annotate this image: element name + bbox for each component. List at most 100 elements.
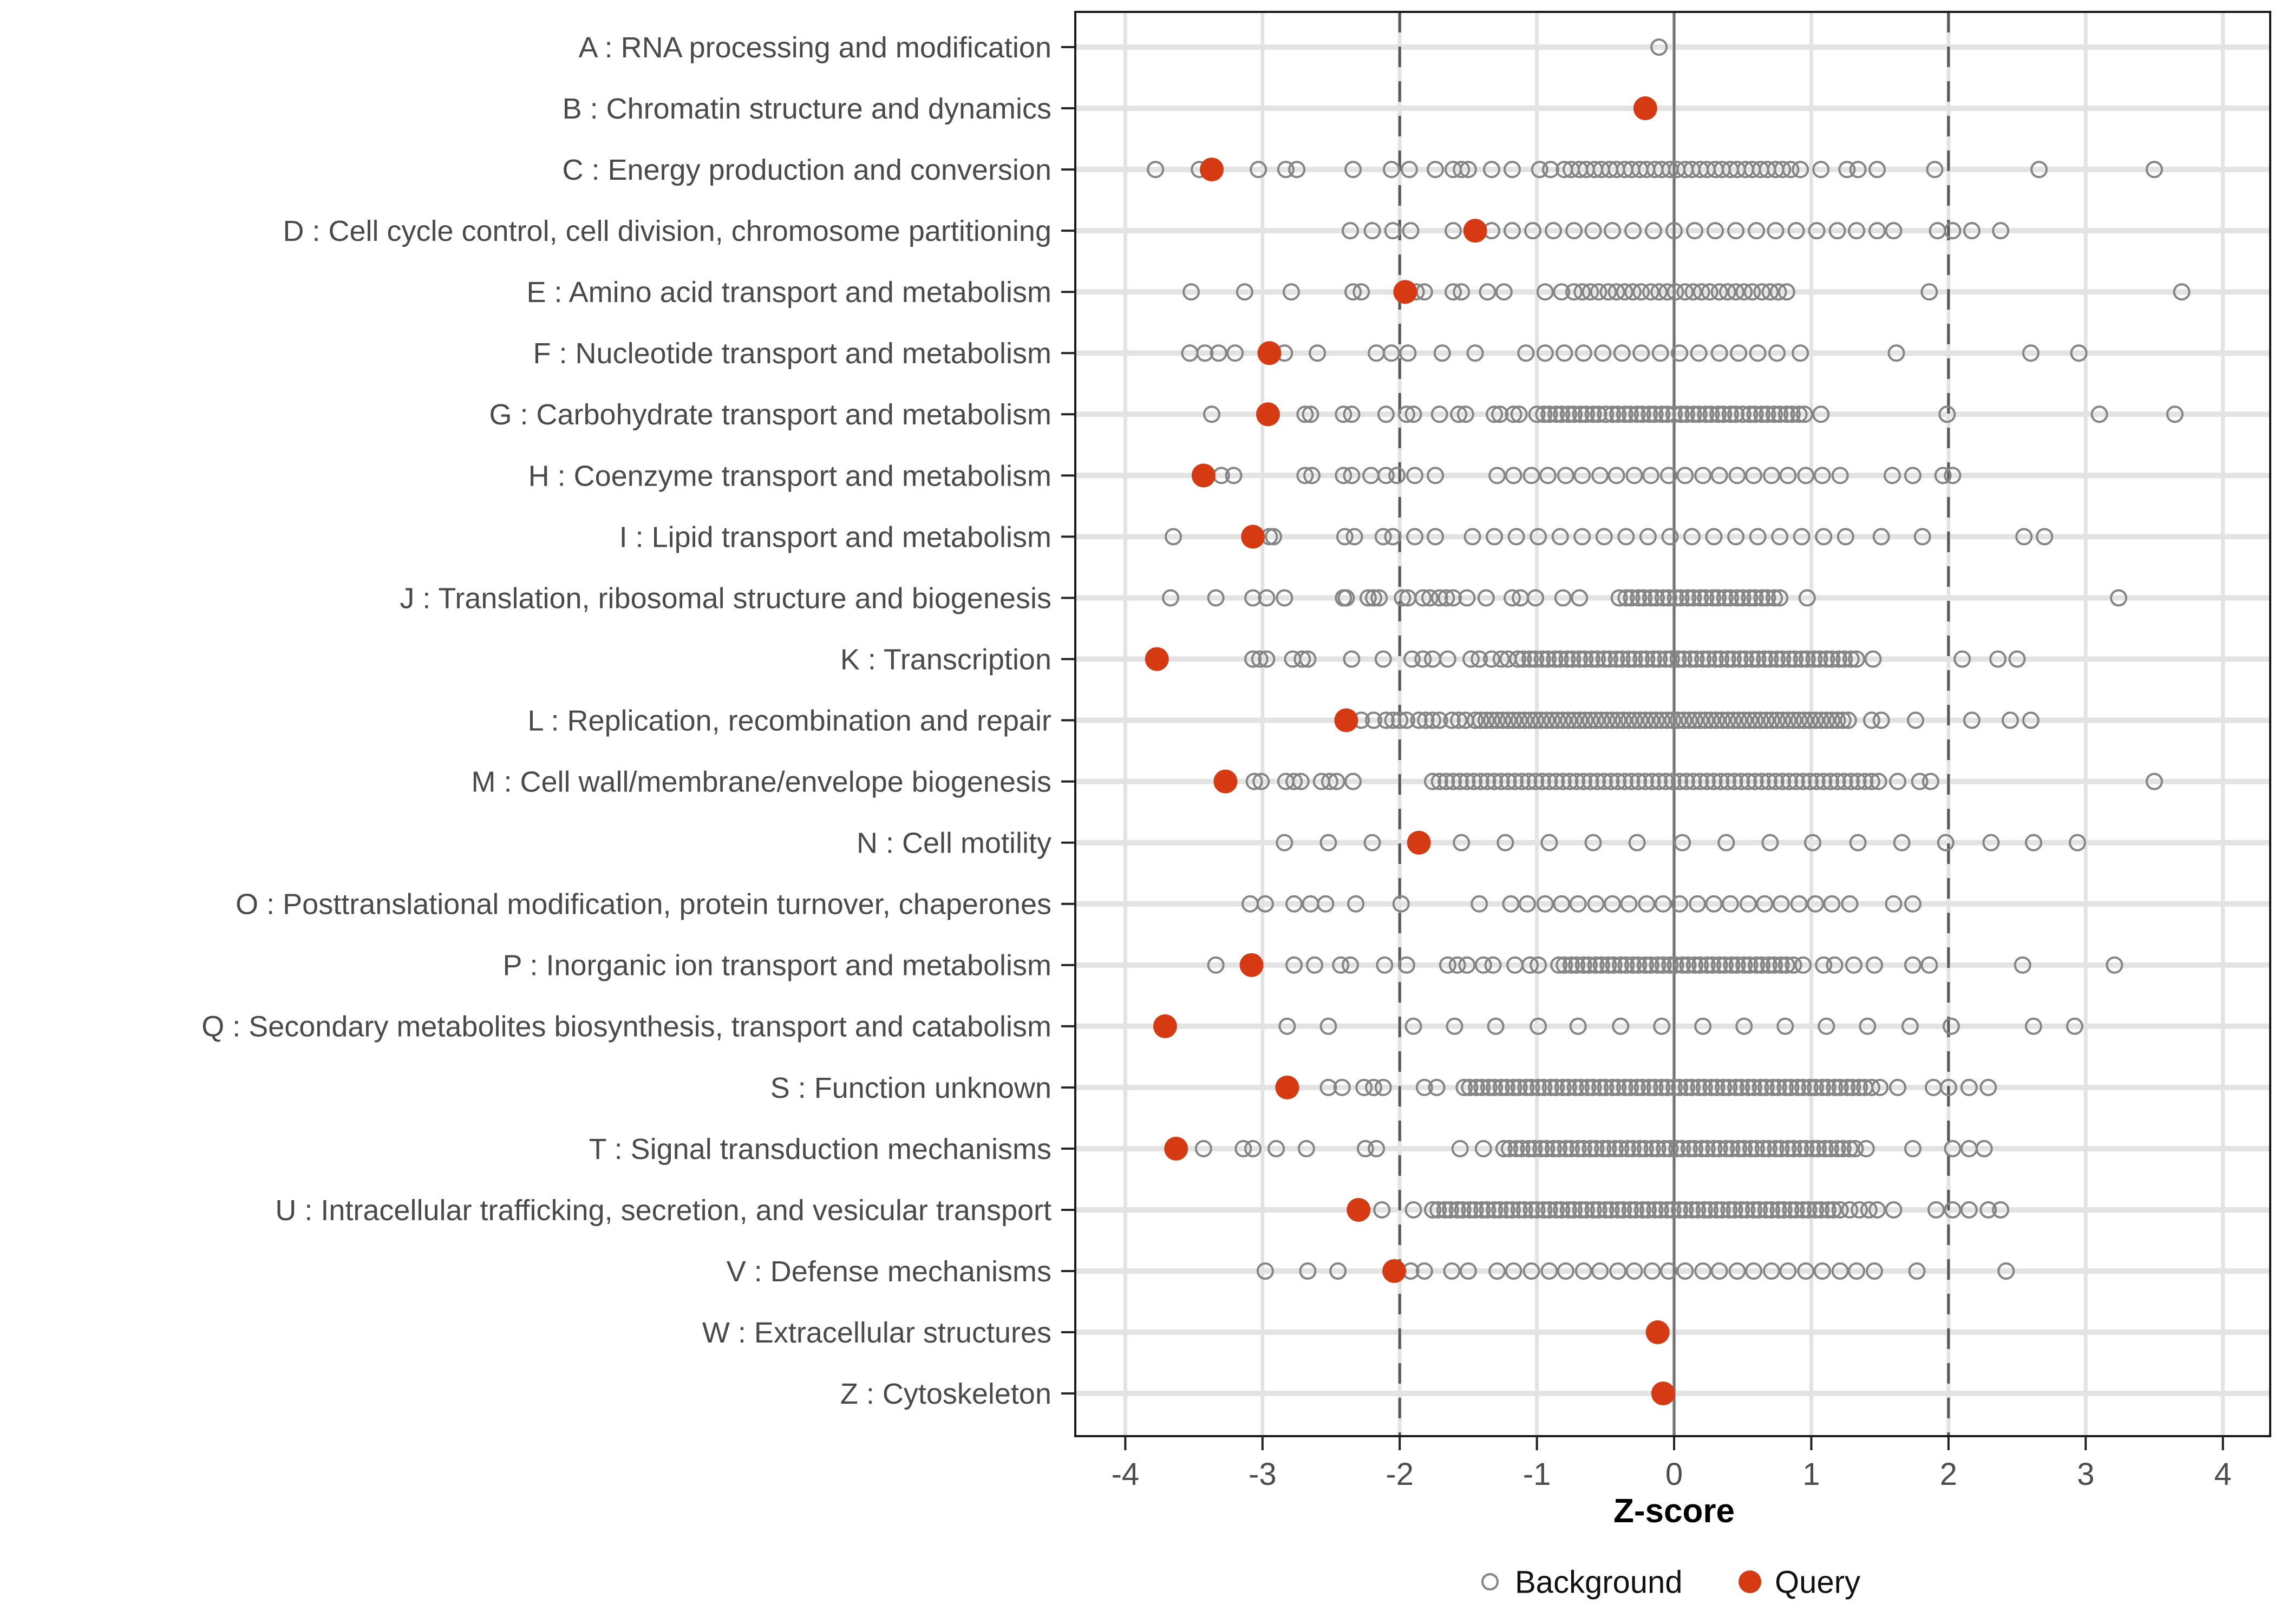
background-point (1608, 650, 1625, 668)
background-point (1587, 956, 1605, 974)
background-point (1885, 1201, 1903, 1219)
background-point (1746, 772, 1764, 790)
background-point (1450, 711, 1468, 729)
background-point (1251, 650, 1269, 668)
background-point (1492, 1078, 1510, 1096)
background-point (1553, 895, 1571, 913)
background-point (2110, 589, 2128, 607)
background-point (1505, 1078, 1522, 1096)
background-point (1566, 1078, 1584, 1096)
background-point (1650, 38, 1668, 56)
background-point (1462, 650, 1480, 668)
background-point (1727, 283, 1745, 301)
background-point (1303, 467, 1321, 484)
background-point (1624, 956, 1642, 974)
background-point (1256, 1262, 1274, 1280)
background-point (1292, 772, 1310, 790)
background-point (1642, 283, 1659, 301)
background-point (1486, 528, 1504, 546)
background-point (1461, 1078, 1479, 1096)
background-point (1779, 467, 1797, 484)
background-point (1207, 589, 1225, 607)
background-point (1617, 956, 1635, 974)
category-label: E : Amino acid transport and metabolism (527, 276, 1051, 309)
background-point (1598, 711, 1616, 729)
background-point (1347, 895, 1365, 913)
background-point (1753, 283, 1771, 301)
background-point (1574, 956, 1592, 974)
background-point (1510, 405, 1528, 423)
background-point (1671, 344, 1689, 362)
background-point (1590, 283, 1608, 301)
background-point (1944, 222, 1962, 240)
background-point (1606, 1140, 1624, 1157)
background-point (1703, 589, 1721, 607)
background-point (1388, 467, 1406, 484)
background-point (1603, 711, 1621, 729)
background-point (1826, 956, 1844, 974)
query-point (1213, 769, 1238, 794)
background-point (2024, 1017, 2042, 1035)
background-point (1658, 1201, 1676, 1219)
background-point (1559, 711, 1577, 729)
background-point (2001, 711, 2019, 729)
background-point (1631, 711, 1649, 729)
background-point (1761, 283, 1779, 301)
background-point (1975, 1140, 1993, 1157)
background-point (1771, 528, 1789, 546)
background-point (1870, 772, 1887, 790)
background-point (1621, 1078, 1639, 1096)
background-point (1920, 956, 1938, 974)
background-point (1548, 711, 1566, 729)
background-point (1797, 467, 1815, 484)
background-point (1684, 405, 1702, 423)
background-point (1368, 1140, 1386, 1157)
category-label: M : Cell wall/membrane/envelope biogenes… (471, 766, 1051, 798)
background-point (1430, 711, 1448, 729)
background-point (1744, 1078, 1762, 1096)
background-point (1872, 711, 1890, 729)
background-point (1815, 528, 1833, 546)
background-point (1782, 161, 1800, 179)
background-point (1756, 895, 1774, 913)
background-point (1871, 1078, 1889, 1096)
background-point (1600, 650, 1618, 668)
background-point (1911, 772, 1929, 790)
background-point (1658, 405, 1676, 423)
background-point (1479, 772, 1497, 790)
background-point (2036, 528, 2054, 546)
background-point (1718, 711, 1736, 729)
background-point (1741, 711, 1759, 729)
background-point (1451, 772, 1469, 790)
background-point (1590, 1201, 1608, 1219)
background-point (1798, 650, 1816, 668)
background-point (1805, 650, 1823, 668)
background-point (1584, 1201, 1602, 1219)
background-point (1503, 161, 1521, 179)
background-point (1642, 467, 1659, 484)
background-point (1748, 956, 1766, 974)
background-point (1937, 834, 1955, 852)
background-point (1620, 650, 1638, 668)
background-point (1792, 344, 1809, 362)
background-point (1625, 1262, 1643, 1280)
background-point (1887, 344, 1905, 362)
category-label: K : Transcription (840, 643, 1051, 676)
background-point (1641, 1078, 1658, 1096)
background-point (1194, 1140, 1212, 1157)
background-point (1650, 650, 1668, 668)
background-point (1571, 650, 1589, 668)
background-point (1397, 711, 1415, 729)
background-point (1515, 711, 1533, 729)
background-point (1486, 1078, 1504, 1096)
background-point (1592, 956, 1610, 974)
background-point (1535, 1201, 1553, 1219)
background-point (1743, 650, 1761, 668)
background-point (1502, 895, 1520, 913)
background-point (1787, 222, 1805, 240)
background-point (1680, 1140, 1698, 1157)
background-point (1545, 222, 1563, 240)
background-point (1815, 956, 1833, 974)
background-point (1656, 1140, 1674, 1157)
background-point (1556, 956, 1573, 974)
